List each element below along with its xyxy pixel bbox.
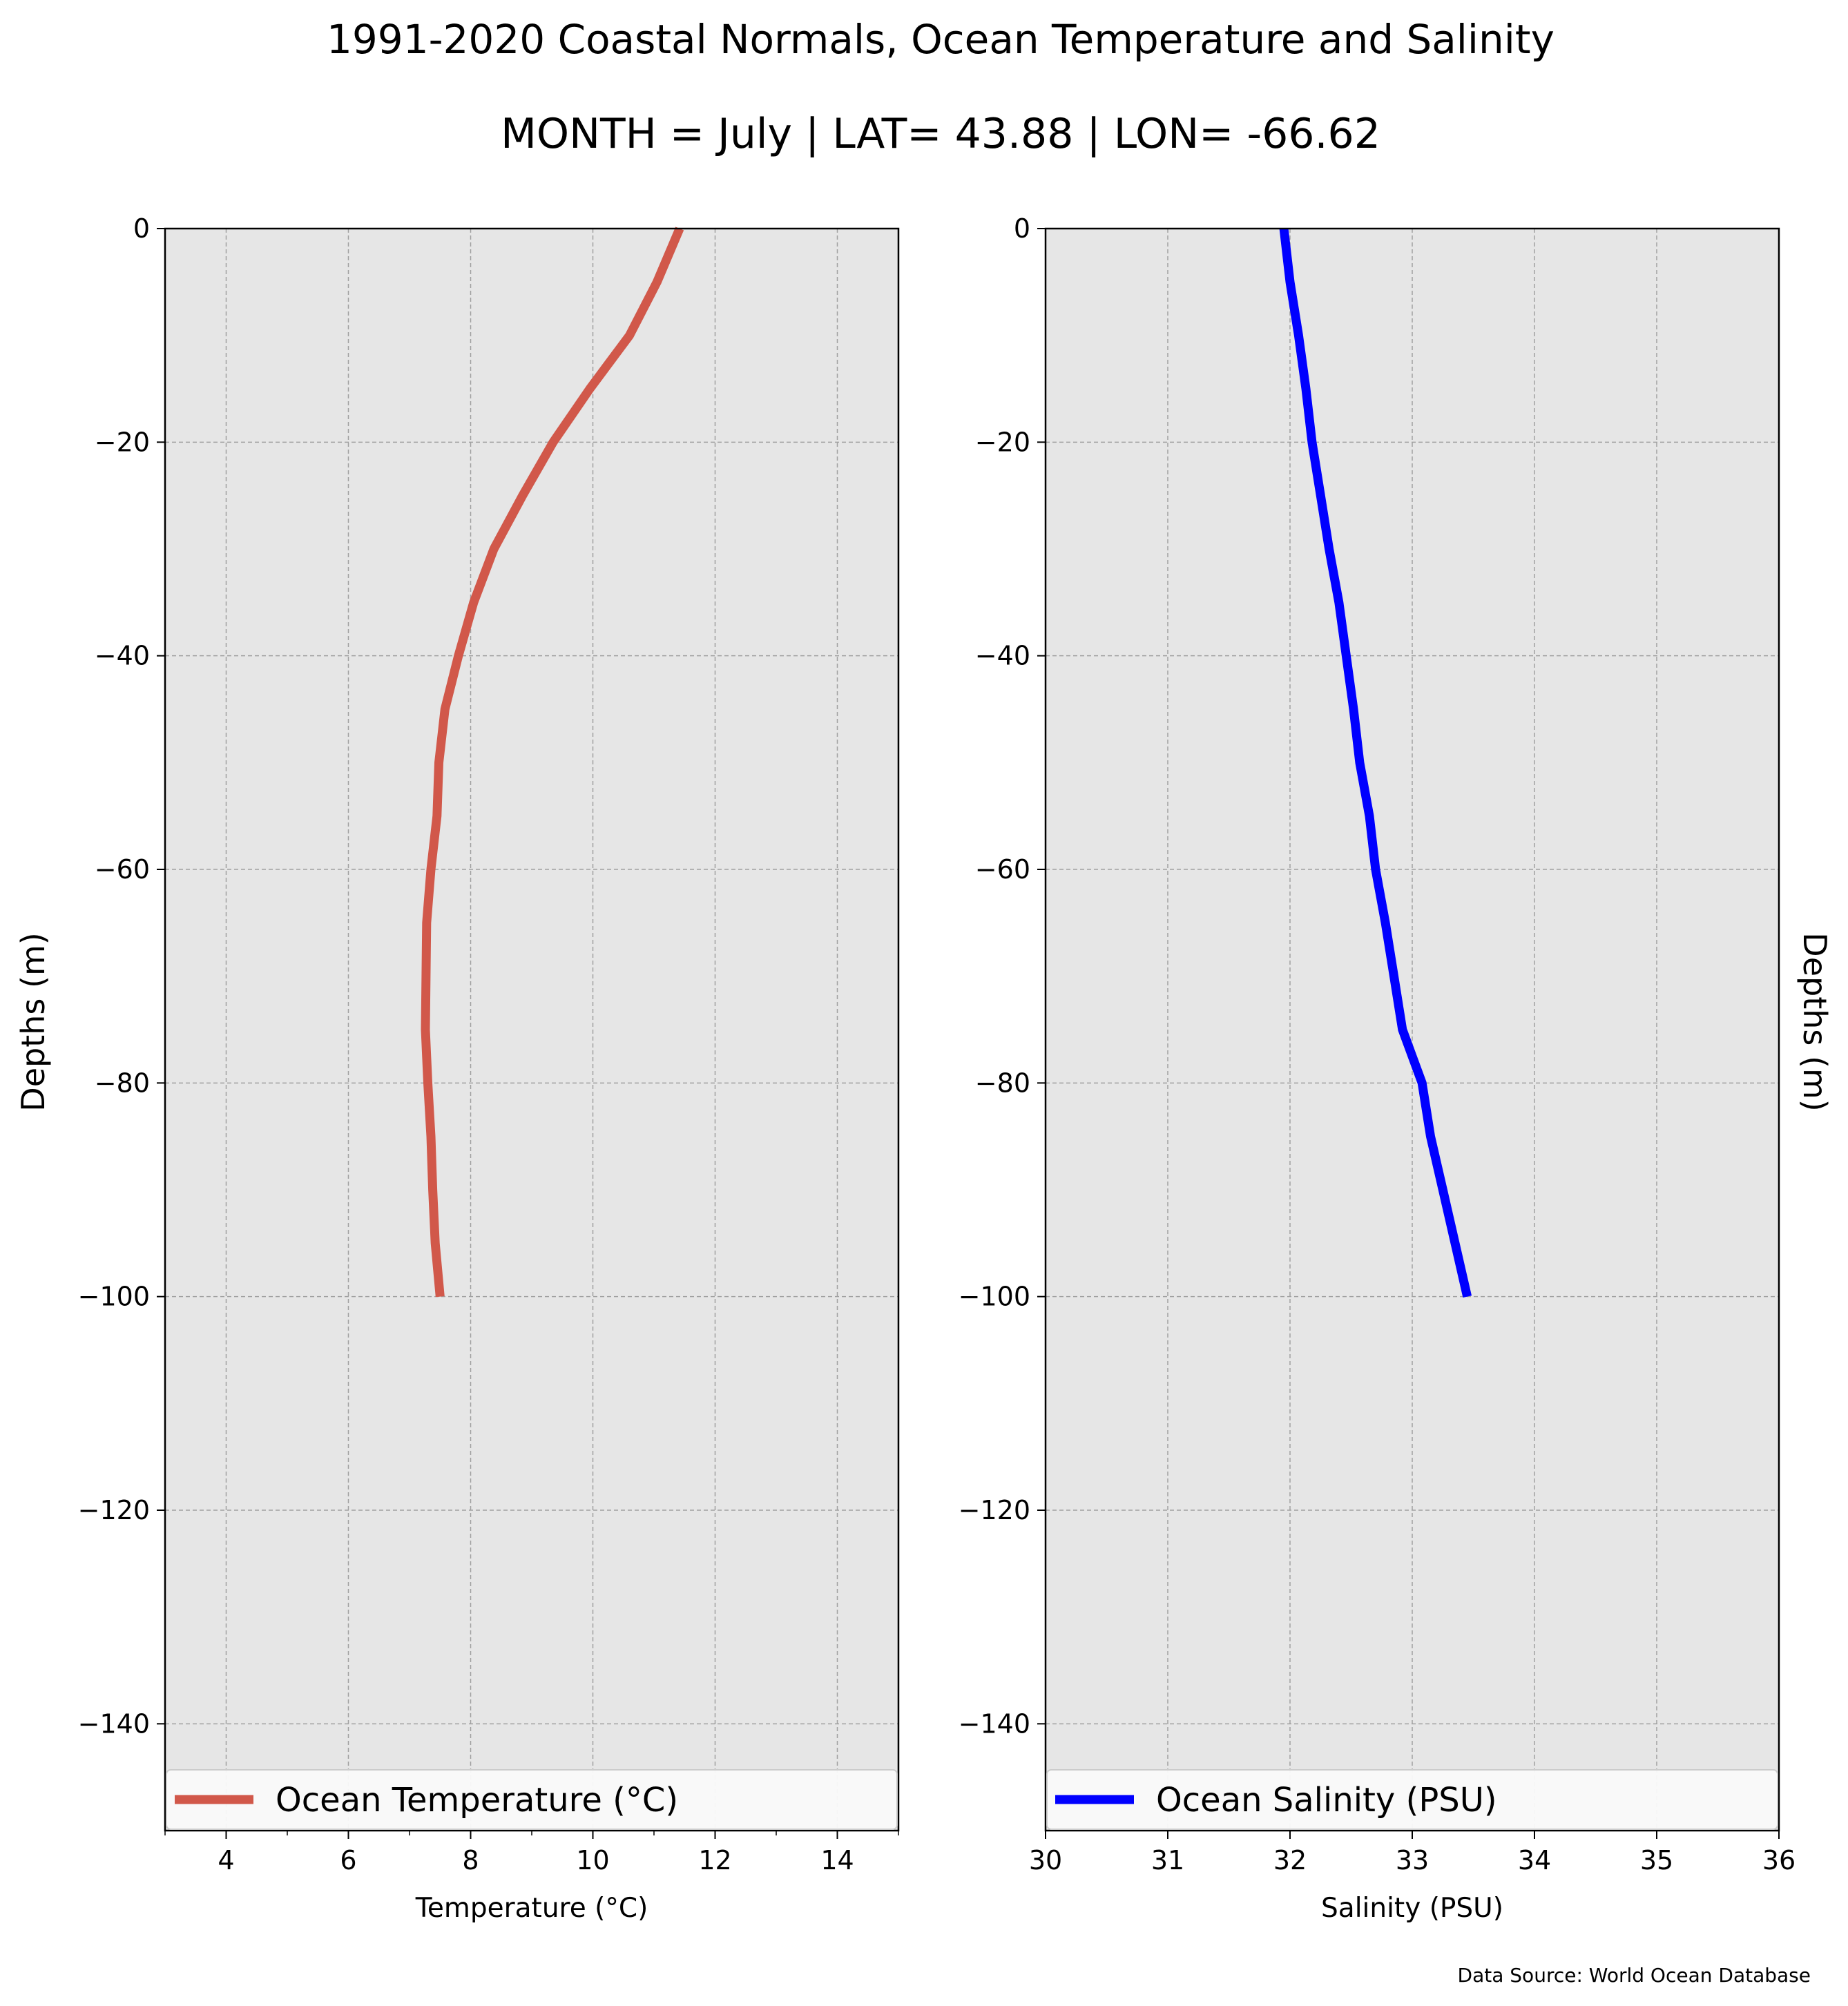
- temperature-y-tick-label: −60: [95, 854, 150, 885]
- salinity-x-axis-label: Salinity (PSU): [1321, 1893, 1503, 1924]
- left-y-axis-label: Depths (m): [15, 932, 52, 1111]
- right-y-axis-label: Depths (m): [1796, 932, 1833, 1111]
- temperature-x-tick-label: 8: [462, 1845, 479, 1875]
- temperature-plot-area: [165, 229, 898, 1831]
- temperature-y-tick-label: −40: [95, 641, 150, 671]
- salinity-y-tick-label: −20: [975, 427, 1030, 457]
- temperature-legend-box: [166, 1769, 898, 1830]
- temperature-y-tick-label: −20: [95, 427, 150, 457]
- salinity-x-tick-label: 34: [1518, 1845, 1551, 1875]
- temperature-x-axis-label: Temperature (°C): [415, 1893, 648, 1924]
- figure-subtitle: MONTH = July | LAT= 43.88 | LON= -66.62: [501, 110, 1380, 158]
- data-source-note: Data Source: World Ocean Database: [1458, 1964, 1811, 1987]
- salinity-y-tick-label: −140: [959, 1708, 1030, 1739]
- temperature-x-tick-label: 14: [820, 1845, 854, 1875]
- salinity-x-tick-label: 36: [1762, 1845, 1796, 1875]
- salinity-x-tick-label: 30: [1029, 1845, 1062, 1875]
- temperature-y-tick-label: −140: [78, 1708, 150, 1739]
- temperature-x-tick-label: 4: [218, 1845, 234, 1875]
- temperature-legend-label: Ocean Temperature (°C): [276, 1781, 678, 1820]
- temperature-x-tick-label: 12: [698, 1845, 731, 1875]
- salinity-y-tick-label: −40: [975, 641, 1030, 671]
- temperature-y-tick-label: −80: [95, 1068, 150, 1098]
- salinity-y-tick-label: −80: [975, 1068, 1030, 1098]
- temperature-x-tick-label: 6: [340, 1845, 356, 1875]
- salinity-x-tick-label: 32: [1273, 1845, 1307, 1875]
- temperature-y-tick-label: −100: [78, 1282, 150, 1312]
- temperature-series-line: [421, 226, 684, 1298]
- salinity-x-tick-label: 33: [1396, 1845, 1429, 1875]
- salinity-x-tick-label: 31: [1151, 1845, 1184, 1875]
- temperature-panel: 0 −20 −40 −60 −80 −100 −120 −140 4 6 8 10 12 14 Temper…: [78, 213, 900, 1924]
- salinity-legend-label: Ocean Salinity (PSU): [1156, 1781, 1497, 1820]
- temperature-x-tick-label: 10: [576, 1845, 609, 1875]
- figure-title: 1991-2020 Coastal Normals, Ocean Tempera…: [327, 16, 1555, 63]
- salinity-legend: Ocean Salinity (PSU): [1046, 1769, 1778, 1830]
- temperature-legend: Ocean Temperature (°C): [166, 1769, 898, 1830]
- salinity-x-tick-label: 35: [1640, 1845, 1673, 1875]
- salinity-legend-box: [1046, 1769, 1778, 1830]
- temperature-y-tick-label: 0: [133, 213, 150, 244]
- salinity-y-tick-label: −120: [959, 1495, 1030, 1525]
- temperature-y-tick-label: −120: [78, 1495, 150, 1525]
- salinity-y-tick-label: −100: [959, 1282, 1030, 1312]
- salinity-series-line: [1279, 228, 1472, 1298]
- salinity-y-tick-label: 0: [1014, 213, 1030, 244]
- salinity-panel: 0 −20 −40 −60 −80 −100 −120 −140 30 31 32 33 34 35 36 S…: [959, 213, 1796, 1924]
- salinity-y-tick-label: −60: [975, 854, 1030, 885]
